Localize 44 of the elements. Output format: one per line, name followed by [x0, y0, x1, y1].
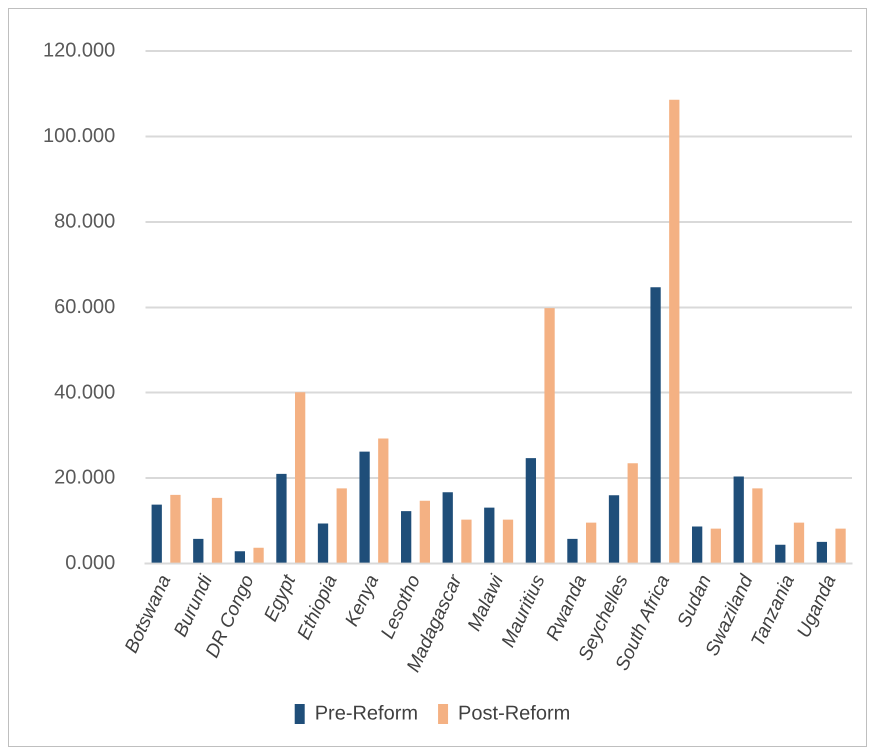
bar — [752, 488, 763, 563]
bar — [359, 452, 370, 563]
bar — [234, 551, 246, 563]
bar — [650, 287, 661, 563]
bar — [816, 542, 828, 563]
bar — [378, 438, 388, 563]
bar — [567, 538, 578, 563]
bar — [336, 488, 347, 563]
bar — [692, 526, 702, 563]
y-tick-label: 100.000 — [43, 124, 116, 147]
bar — [544, 308, 555, 563]
bar — [253, 548, 264, 563]
y-tick-label: 40.000 — [54, 381, 116, 404]
bar — [608, 495, 620, 563]
bar — [152, 504, 162, 563]
bar — [401, 511, 412, 563]
x-tick-label: Egypt — [260, 571, 300, 625]
bar — [442, 492, 453, 563]
bar — [710, 528, 721, 563]
legend-label: Post-Reform — [458, 702, 570, 725]
y-tick-label: 120.000 — [43, 40, 116, 62]
y-tick-label: 0.000 — [65, 552, 116, 574]
bar — [502, 520, 514, 563]
bar — [794, 522, 804, 563]
bar — [276, 474, 287, 563]
bar — [526, 458, 536, 563]
legend-label: Pre-Reform — [314, 702, 418, 725]
bar — [775, 544, 786, 563]
bar — [193, 538, 204, 563]
bar — [461, 520, 472, 563]
y-tick-label: 80.000 — [54, 210, 116, 232]
bar — [628, 463, 638, 563]
bar — [170, 494, 181, 563]
bar — [734, 476, 744, 563]
bar — [295, 392, 306, 563]
bar — [586, 522, 596, 563]
bar — [420, 500, 430, 563]
y-tick-label: 60.000 — [54, 296, 116, 318]
bar — [669, 100, 680, 563]
bar — [484, 508, 494, 563]
bar — [318, 523, 328, 563]
bar — [835, 528, 846, 563]
bar — [212, 498, 222, 563]
y-tick-label: 20.000 — [54, 466, 116, 489]
